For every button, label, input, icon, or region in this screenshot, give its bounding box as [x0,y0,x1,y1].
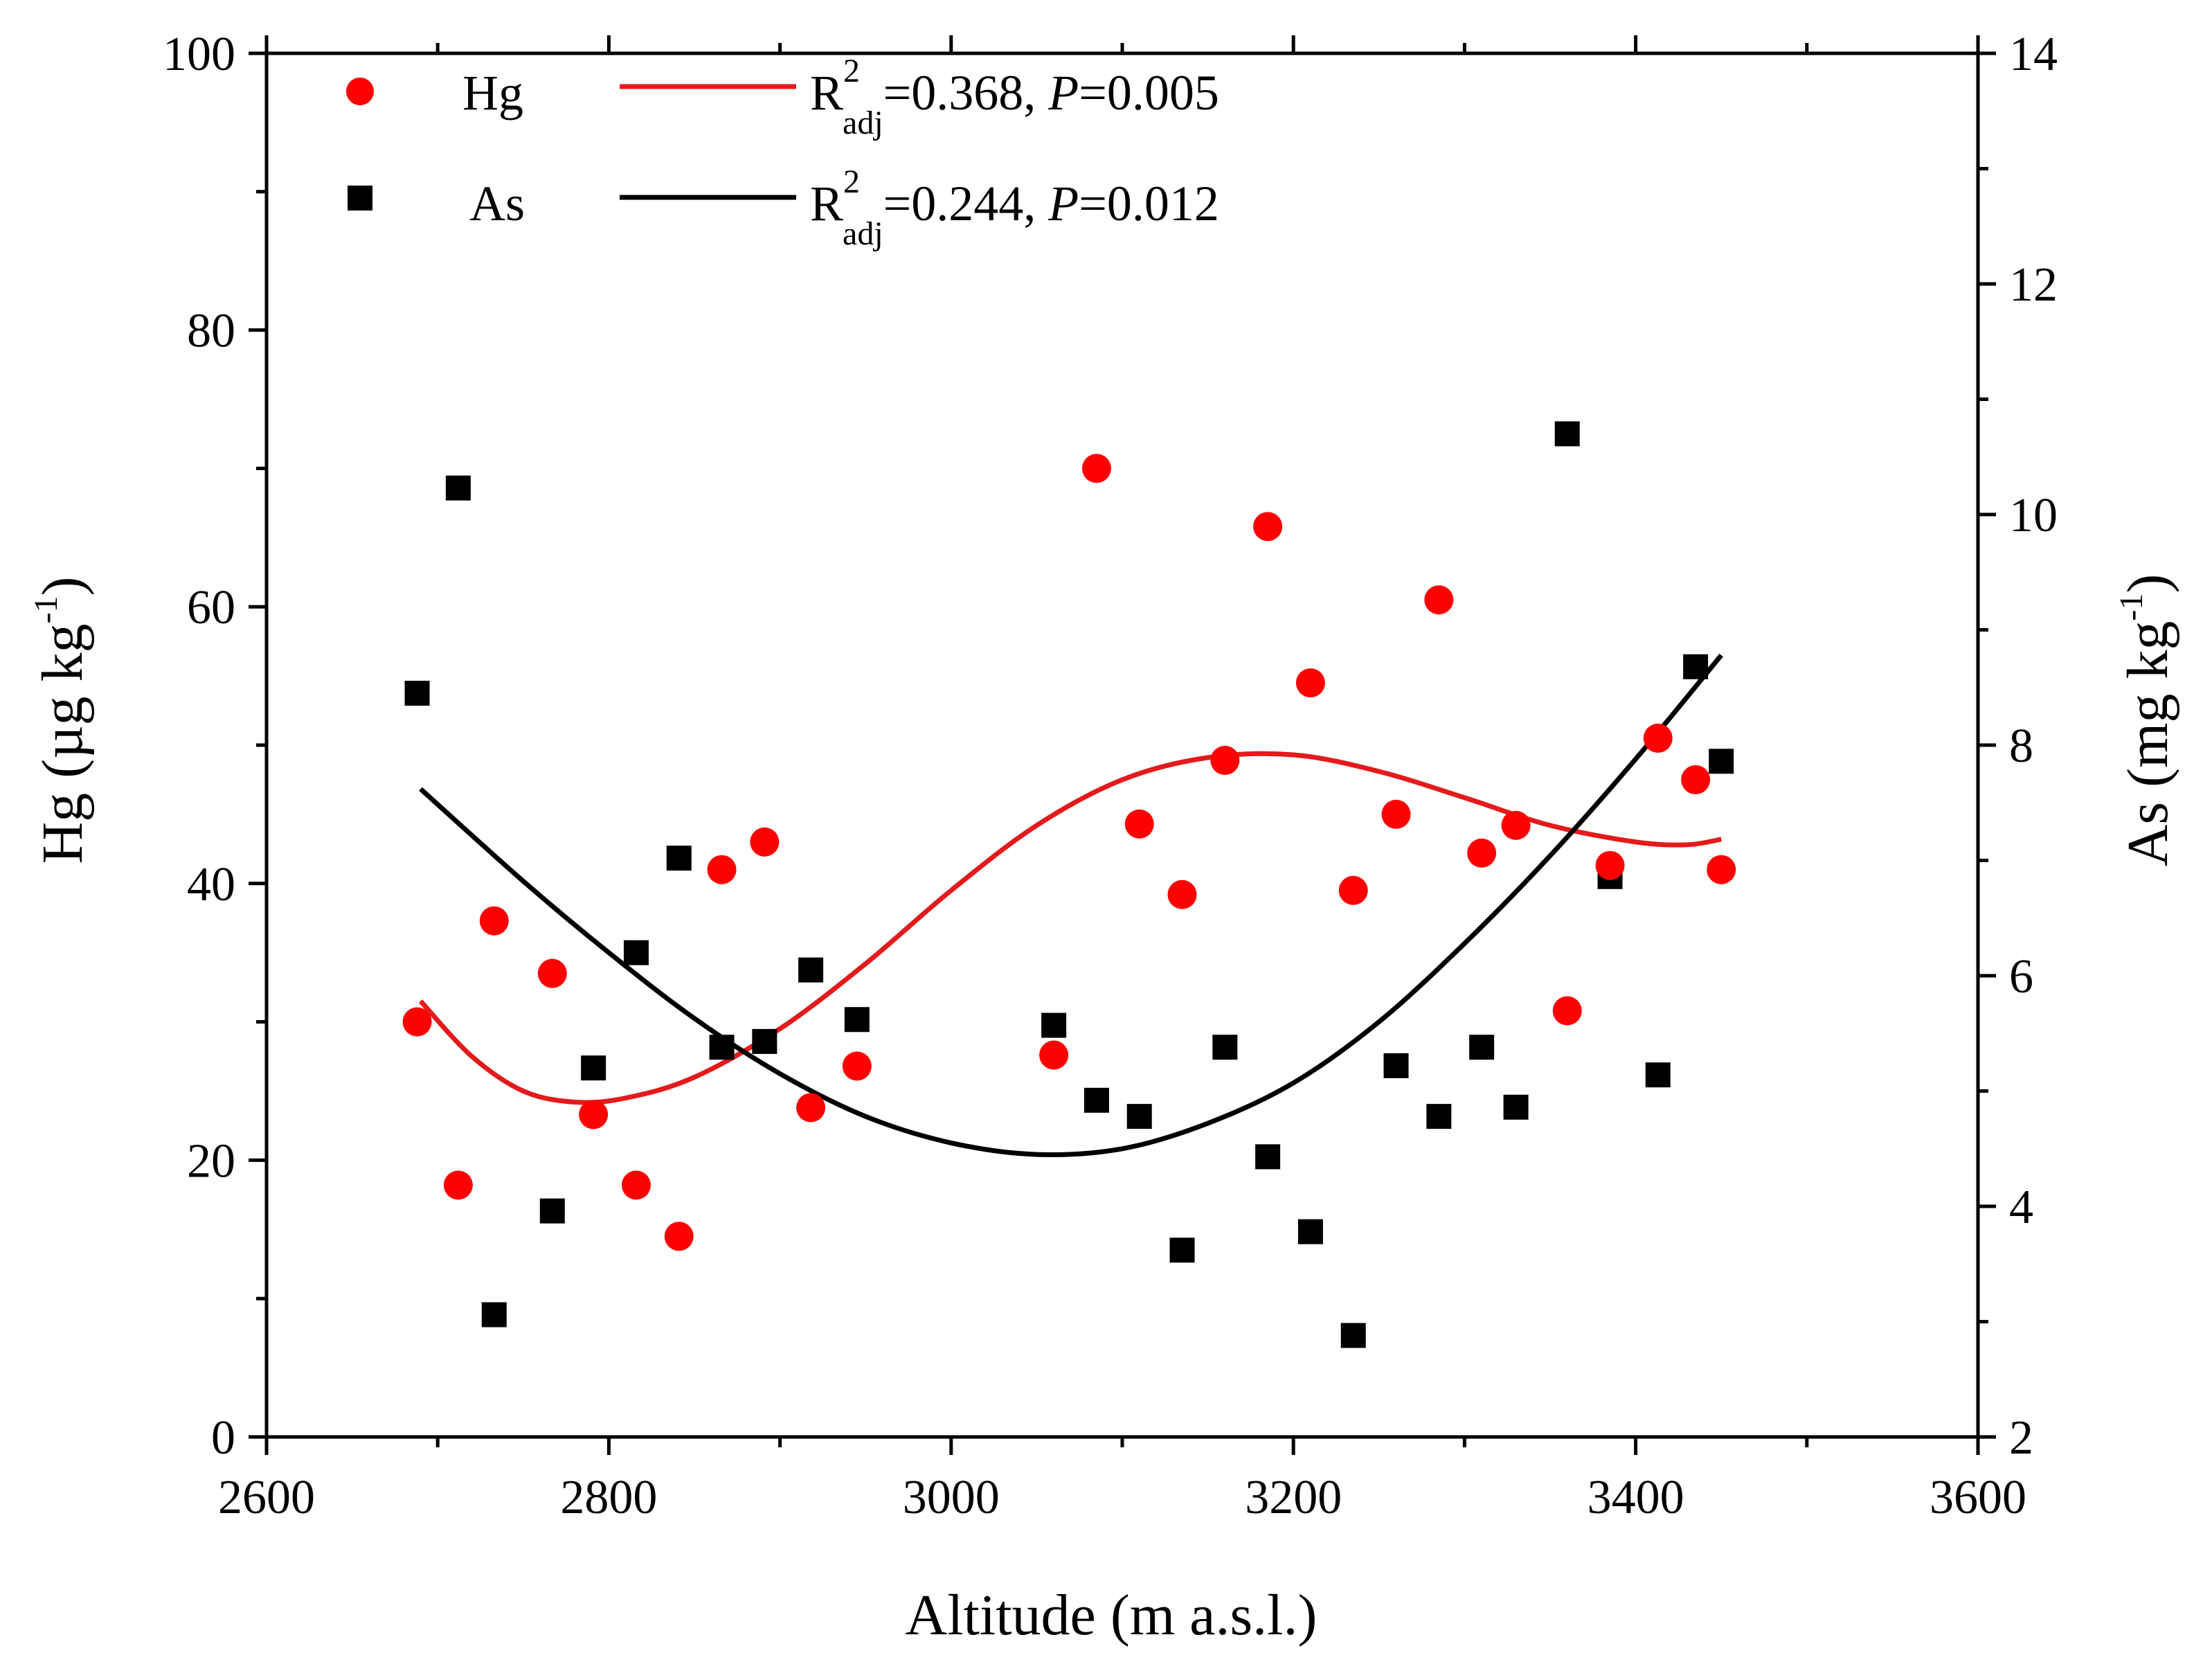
as-point [1169,1237,1195,1263]
hg-point [579,1100,609,1129]
left-tick-label: 80 [187,305,235,358]
legend-hg-label: Hg [462,65,523,120]
plot-frame [264,51,1980,1439]
left-tick-label: 0 [211,1411,235,1465]
as-point [623,940,649,965]
right-tick-label: 6 [2009,950,2033,1003]
x-axis-title: Altitude (m a.s.l.) [906,1583,1318,1647]
hg-point [1124,809,1154,839]
axis-ticks: 2600 2800 3000 3200 3400 3600 0 20 40 60 80 100 2 4 6 8… [163,28,2058,1524]
right-tick-label: 2 [2009,1411,2033,1465]
hg-point [796,1093,826,1123]
hg-point [1039,1040,1069,1070]
left-tick-label: 100 [163,28,235,81]
left-tick-label: 20 [187,1134,235,1188]
hg-point [537,958,567,988]
as-point [1340,1323,1366,1348]
hg-series [402,454,1736,1251]
hg-point [1295,668,1325,698]
hg-point [1338,875,1368,905]
hg-point [443,1170,473,1200]
right-tick-label: 10 [2009,489,2058,542]
hg-point [750,827,780,857]
hg-point [1210,745,1240,775]
as-point [1469,1035,1495,1060]
fit-curves [418,653,1723,1157]
hg-point [842,1051,872,1081]
right-tick-label: 14 [2009,28,2058,81]
left-tick-label: 60 [187,581,235,634]
as-point [1554,421,1580,447]
hg-point [1381,799,1411,829]
hg-point [1595,850,1625,880]
x-tick-label: 2800 [560,1471,657,1524]
left-axis-title: Hg (µg kg-1) [28,576,95,864]
hg-point [707,855,737,884]
hg-point [1167,879,1197,909]
as-point [1212,1035,1238,1060]
right-tick-label: 8 [2009,720,2033,773]
hg-point [479,906,509,936]
x-tick-label: 3200 [1245,1471,1342,1524]
as-series [404,421,1734,1348]
as-point [1041,1012,1067,1038]
as-point [844,1007,870,1033]
as-point [539,1198,565,1224]
as-point [1426,1104,1452,1129]
hg-point [664,1222,694,1251]
right-tick-label: 12 [2009,258,2058,312]
as-point [445,475,471,501]
hg-point [1707,855,1736,884]
as-point [1255,1144,1281,1170]
hg-fit-curve [418,751,1722,1105]
as-point [666,846,692,871]
as-fit-curve [419,653,1723,1157]
legend-hg-fit-stats: R2 adj=0.368, P=0.005 [810,53,1219,141]
x-tick-label: 3400 [1588,1471,1684,1524]
hg-point [1467,838,1497,868]
right-tick-label: 4 [2009,1181,2033,1234]
as-point [709,1035,735,1060]
legend-as-fit-stats: R2 adj=0.244, P=0.012 [810,163,1219,252]
x-tick-label: 2600 [218,1471,315,1524]
as-point [1683,654,1709,679]
right-axis-title: As (mg kg-1) [2113,574,2180,867]
hg-point [402,1007,432,1037]
as-point [404,681,430,706]
legend-as-marker [348,186,372,211]
x-tick-label: 3600 [1930,1471,2026,1524]
as-point [1645,1062,1671,1088]
legend-as-label: As [469,176,525,231]
left-tick-label: 40 [187,858,235,911]
hg-point [621,1170,651,1200]
legend-hg-marker [346,78,374,105]
x-tick-label: 3000 [903,1471,1000,1524]
legend: Hg R2 adj=0.368, P=0.005 As R2 adj=0.244, … [346,53,1219,252]
as-point [1083,1087,1109,1113]
as-point [481,1302,507,1328]
hg-point [1643,724,1673,753]
hg-point [1424,585,1454,615]
as-point [1383,1053,1409,1078]
as-point [1297,1219,1323,1244]
hg-point [1253,512,1283,542]
as-point [581,1055,606,1081]
as-point [798,957,824,983]
as-point [1709,749,1734,774]
as-point [1503,1094,1529,1120]
as-point [1126,1104,1152,1129]
hg-point [1681,765,1711,794]
hg-point [1081,454,1111,483]
as-point [752,1028,777,1054]
hg-point [1552,996,1582,1026]
hg-point [1501,810,1531,840]
